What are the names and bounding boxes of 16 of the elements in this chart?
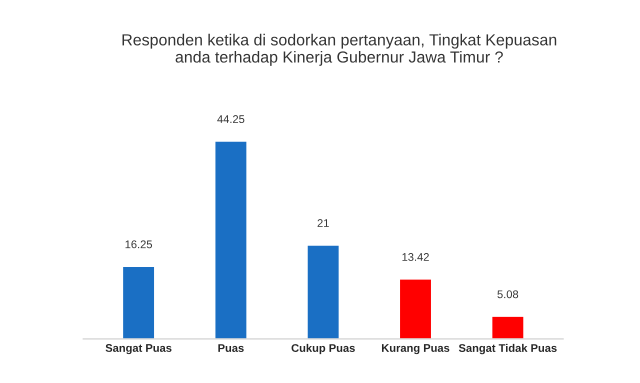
data-label: 16.25 xyxy=(126,240,152,248)
chart-title: Responden ketika di sodorkan pertanyaan, Tingkat Kepuasan anda terhadap Kinerja Gubernur Jawa Timur ? xyxy=(122,34,556,66)
data-label: 5.08 xyxy=(497,290,518,298)
data-label: 13.42 xyxy=(402,253,429,261)
x-tick-label: Kurang Puas xyxy=(382,344,450,354)
x-tick-label: Sangat Tidak Puas xyxy=(458,344,557,354)
data-label: 21 xyxy=(318,219,329,227)
data-label: 44.25 xyxy=(217,115,244,124)
x-tick-label: Cukup Puas xyxy=(292,344,355,354)
bar xyxy=(490,316,525,339)
x-tick-label: Puas xyxy=(218,344,244,352)
bar xyxy=(214,140,248,339)
bar xyxy=(398,278,432,339)
bar xyxy=(306,244,340,339)
x-tick-label: Sangat Puas xyxy=(106,344,172,354)
bar xyxy=(122,266,156,339)
